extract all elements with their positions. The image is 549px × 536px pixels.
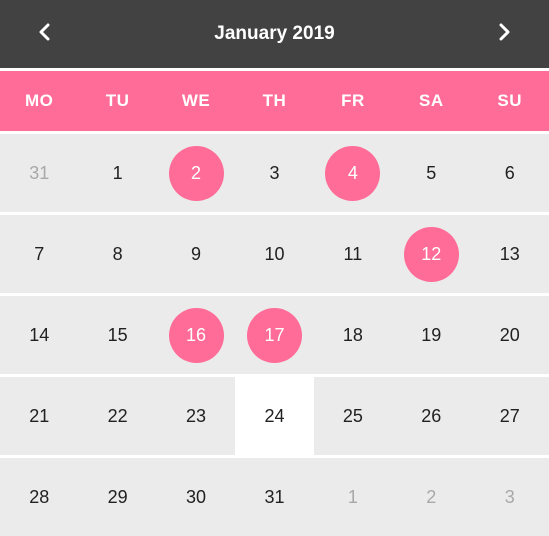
day-cell[interactable]: 11: [314, 215, 392, 293]
day-cell[interactable]: 9: [157, 215, 235, 293]
day-cell[interactable]: 31: [235, 458, 313, 536]
day-cell[interactable]: 15: [78, 296, 156, 374]
day-number: 30: [186, 486, 207, 507]
day-number: 3: [504, 486, 515, 507]
chevron-right-icon: [499, 23, 510, 41]
day-cell[interactable]: 28: [0, 458, 78, 536]
day-number: 10: [264, 243, 285, 264]
day-number: 28: [29, 486, 50, 507]
day-cell[interactable]: 3: [235, 134, 313, 212]
calendar-header: January 2019: [0, 0, 549, 68]
day-cell-selected[interactable]: 2: [157, 134, 235, 212]
day-cell[interactable]: 18: [314, 296, 392, 374]
weekday-label: FR: [341, 91, 365, 110]
day-cell[interactable]: 23: [157, 377, 235, 455]
previous-month-button[interactable]: [25, 14, 65, 50]
month-title: January 2019: [214, 23, 335, 44]
day-cell[interactable]: 6: [471, 134, 549, 212]
day-number: 11: [343, 243, 363, 264]
week-row: 14 15 16 17 18 19 20: [0, 296, 549, 374]
chevron-left-icon: [39, 23, 50, 41]
day-cell[interactable]: 29: [78, 458, 156, 536]
day-number: 31: [264, 486, 285, 507]
day-cell[interactable]: 1: [78, 134, 156, 212]
day-number: 25: [342, 405, 363, 426]
weekday-header: MO TU WE TH FR SA SU: [0, 71, 549, 131]
day-cell-selected[interactable]: 4: [314, 134, 392, 212]
day-number: 31: [29, 162, 50, 183]
day-grid: 31 1 2 3 4 5 6 7 8 9 10 11 12 13 14 15 16 17 18 19 20 21 22 23 2…: [0, 134, 549, 536]
day-cell[interactable]: 8: [78, 215, 156, 293]
day-number: 6: [504, 162, 515, 183]
day-number: 14: [29, 324, 50, 345]
day-cell[interactable]: 21: [0, 377, 78, 455]
week-row: 28 29 30 31 1 2 3: [0, 458, 549, 536]
day-number: 7: [34, 243, 45, 264]
day-cell-outside-month[interactable]: 31: [0, 134, 78, 212]
day-cell[interactable]: 25: [314, 377, 392, 455]
weekday-label: TH: [262, 91, 287, 110]
day-cell[interactable]: 26: [392, 377, 470, 455]
weekday-label: TU: [105, 91, 130, 110]
day-number: 19: [421, 324, 442, 345]
day-number: 9: [191, 243, 202, 264]
day-cell-selected[interactable]: 17: [235, 296, 313, 374]
day-number: 29: [107, 486, 128, 507]
week-row: 31 1 2 3 4 5 6: [0, 134, 549, 212]
day-cell[interactable]: 20: [471, 296, 549, 374]
week-row: 21 22 23 24 25 26 27: [0, 377, 549, 455]
day-cell-today[interactable]: 24: [235, 377, 314, 455]
weekday-label: MO: [25, 91, 54, 110]
day-number: 24: [264, 405, 285, 426]
day-cell[interactable]: 30: [157, 458, 235, 536]
day-cell-selected[interactable]: 16: [157, 296, 235, 374]
day-number: 16: [168, 307, 224, 363]
day-cell-outside-month[interactable]: 1: [314, 458, 392, 536]
day-cell[interactable]: 19: [392, 296, 470, 374]
day-number: 2: [168, 145, 224, 201]
day-number: 27: [499, 405, 520, 426]
day-number: 17: [246, 307, 302, 363]
day-cell[interactable]: 14: [0, 296, 78, 374]
day-cell[interactable]: 22: [78, 377, 156, 455]
day-cell[interactable]: 7: [0, 215, 78, 293]
day-cell-outside-month[interactable]: 3: [471, 458, 549, 536]
day-cell[interactable]: 10: [235, 215, 313, 293]
day-number: 1: [347, 486, 358, 507]
day-number: 18: [342, 324, 363, 345]
day-number: 23: [186, 405, 207, 426]
week-row: 7 8 9 10 11 12 13: [0, 215, 549, 293]
day-number: 13: [499, 243, 520, 264]
day-cell-outside-month[interactable]: 2: [392, 458, 470, 536]
day-number: 1: [112, 162, 123, 183]
weekday-label: WE: [181, 91, 211, 110]
weekday-label: SU: [497, 91, 523, 110]
day-number: 3: [269, 162, 280, 183]
day-cell[interactable]: 13: [471, 215, 549, 293]
day-number: 4: [325, 145, 381, 201]
day-number: 26: [421, 405, 442, 426]
day-number: 21: [29, 405, 50, 426]
next-month-button[interactable]: [484, 14, 524, 50]
day-number: 2: [426, 486, 437, 507]
day-cell[interactable]: 5: [392, 134, 470, 212]
day-cell[interactable]: 27: [471, 377, 549, 455]
day-number: 8: [112, 243, 123, 264]
day-number: 5: [426, 162, 437, 183]
day-number: 20: [499, 324, 520, 345]
weekday-label: SA: [419, 91, 444, 110]
day-cell-selected[interactable]: 12: [392, 215, 470, 293]
day-number: 12: [403, 226, 459, 282]
day-number: 15: [107, 324, 128, 345]
day-number: 22: [107, 405, 128, 426]
